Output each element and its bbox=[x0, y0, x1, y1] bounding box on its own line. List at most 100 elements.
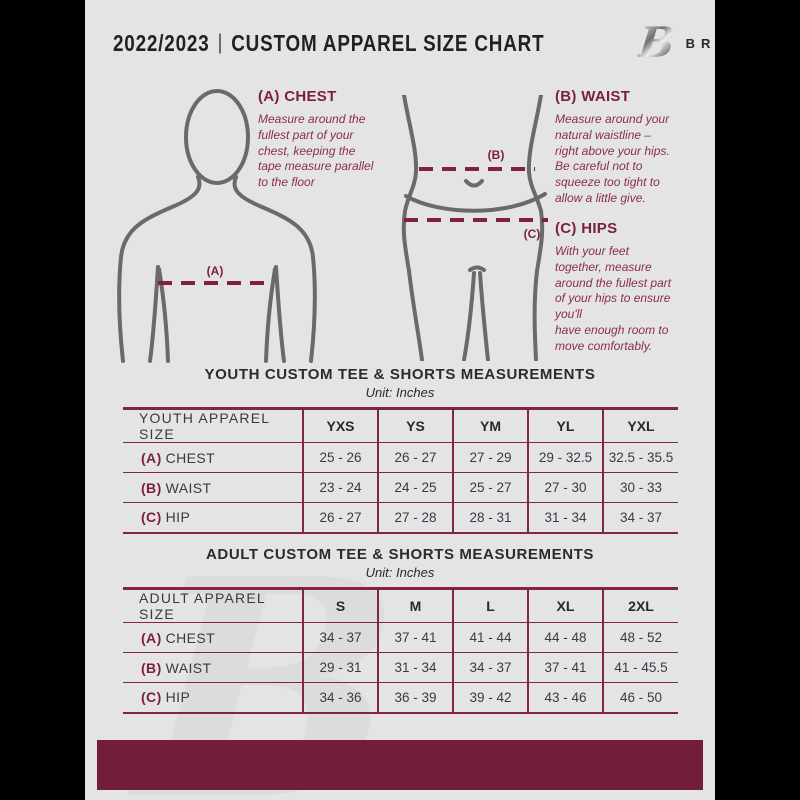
adult-size-s: S bbox=[302, 588, 378, 623]
hips-figure-illustration: (B) (C) bbox=[401, 95, 548, 361]
page-title: 2022/2023 | CUSTOM APPAREL SIZE CHART bbox=[113, 30, 544, 57]
letterbox-right bbox=[715, 0, 800, 800]
youth-measurements-section: YOUTH CUSTOM TEE & SHORTS MEASUREMENTS U… bbox=[85, 366, 715, 534]
chest-prefix: (A) bbox=[141, 629, 162, 646]
chest-marker-label: (A) bbox=[207, 264, 224, 278]
table-cell: 36 - 39 bbox=[377, 682, 453, 713]
youth-size-table: YOUTH APPAREL SIZE YXS YS YM YL YXL (A) C… bbox=[123, 407, 678, 534]
hip-label: HIP bbox=[165, 689, 191, 706]
size-chart-page: B 2022/2023 | CUSTOM APPAREL SIZE CHART … bbox=[85, 0, 715, 800]
adult-size-xl: XL bbox=[527, 588, 603, 623]
title-text: CUSTOM APPAREL SIZE CHART bbox=[231, 29, 545, 56]
youth-size-yl: YL bbox=[527, 408, 603, 443]
adult-chest-label-cell: (A) CHEST bbox=[123, 622, 303, 653]
adult-size-l: L bbox=[452, 588, 528, 623]
torso-figure-illustration: (A) bbox=[117, 89, 317, 363]
chest-guide-section: (A) CHEST Measure around the fullest par… bbox=[258, 88, 386, 191]
adult-header-row: ADULT APPAREL SIZE S M L XL 2XL bbox=[123, 588, 678, 623]
brand-block: B BREAKAWAY bbox=[636, 18, 715, 67]
footer-accent-bar bbox=[97, 740, 703, 790]
youth-table-unit: Unit: Inches bbox=[365, 385, 435, 400]
adult-waist-label-cell: (B) WAIST bbox=[123, 652, 303, 683]
adult-size-table: ADULT APPAREL SIZE S M L XL 2XL (A) CHEST… bbox=[123, 587, 678, 714]
table-cell: 34 - 36 bbox=[302, 682, 378, 713]
table-cell: 43 - 46 bbox=[527, 682, 603, 713]
letterbox-left bbox=[0, 0, 85, 800]
hip-prefix: (C) bbox=[141, 509, 162, 526]
youth-chest-row: (A) CHEST 25 - 26 26 - 27 27 - 29 29 - 32… bbox=[123, 442, 678, 473]
title-separator: | bbox=[217, 31, 224, 54]
youth-chest-label-cell: (A) CHEST bbox=[123, 442, 303, 473]
table-cell: 25 - 26 bbox=[302, 442, 378, 473]
youth-size-header-cell: YOUTH APPAREL SIZE bbox=[123, 408, 303, 443]
waist-label: WAIST bbox=[165, 659, 212, 676]
table-cell: 31 - 34 bbox=[527, 502, 603, 533]
chest-guide-text: Measure around the fullest part of your … bbox=[258, 112, 374, 190]
brand-name: BREAKAWAY bbox=[685, 35, 715, 51]
table-cell: 31 - 34 bbox=[377, 652, 453, 683]
adult-waist-row: (B) WAIST 29 - 31 31 - 34 34 - 37 37 - 41… bbox=[123, 652, 678, 683]
youth-hip-label-cell: (C) HIP bbox=[123, 502, 303, 533]
chest-label: CHEST bbox=[165, 629, 216, 646]
hips-guide-text: With your feet together, measure around … bbox=[555, 244, 672, 353]
edition-label: 2022/2023 bbox=[113, 29, 210, 56]
youth-table-title: YOUTH CUSTOM TEE & SHORTS MEASUREMENTS bbox=[204, 366, 596, 383]
table-cell: 44 - 48 bbox=[527, 622, 603, 653]
table-cell: 41 - 44 bbox=[452, 622, 528, 653]
youth-waist-label-cell: (B) WAIST bbox=[123, 472, 303, 503]
adult-hip-label-cell: (C) HIP bbox=[123, 682, 303, 713]
youth-size-ys: YS bbox=[377, 408, 453, 443]
youth-size-ym: YM bbox=[452, 408, 528, 443]
hips-guide-heading: (C) HIPS bbox=[555, 220, 618, 237]
table-cell: 46 - 50 bbox=[602, 682, 678, 713]
adult-hip-row: (C) HIP 34 - 36 36 - 39 39 - 42 43 - 46 4… bbox=[123, 682, 678, 713]
youth-header-row: YOUTH APPAREL SIZE YXS YS YM YL YXL bbox=[123, 408, 678, 443]
table-cell: 37 - 41 bbox=[527, 652, 603, 683]
youth-waist-row: (B) WAIST 23 - 24 24 - 25 25 - 27 27 - 30… bbox=[123, 472, 678, 503]
page-header: 2022/2023 | CUSTOM APPAREL SIZE CHART B … bbox=[113, 18, 715, 67]
adult-chest-row: (A) CHEST 34 - 37 37 - 41 41 - 44 44 - 48… bbox=[123, 622, 678, 653]
table-cell: 26 - 27 bbox=[302, 502, 378, 533]
youth-hip-row: (C) HIP 26 - 27 27 - 28 28 - 31 31 - 34 3… bbox=[123, 502, 678, 533]
table-cell: 30 - 33 bbox=[602, 472, 678, 503]
hip-label: HIP bbox=[165, 509, 191, 526]
adult-size-2xl: 2XL bbox=[602, 588, 678, 623]
table-cell: 23 - 24 bbox=[302, 472, 378, 503]
table-cell: 27 - 30 bbox=[527, 472, 603, 503]
table-cell: 25 - 27 bbox=[452, 472, 528, 503]
waist-guide-text: Measure around your natural waistline – … bbox=[555, 112, 670, 206]
table-cell: 24 - 25 bbox=[377, 472, 453, 503]
adult-measurements-section: ADULT CUSTOM TEE & SHORTS MEASUREMENTS U… bbox=[85, 546, 715, 714]
table-cell: 34 - 37 bbox=[602, 502, 678, 533]
adult-table-unit: Unit: Inches bbox=[365, 565, 435, 580]
chest-guide-heading: (A) CHEST bbox=[258, 88, 337, 105]
youth-size-yxs: YXS bbox=[302, 408, 378, 443]
waist-guide-section: (B) WAIST Measure around your natural wa… bbox=[555, 88, 697, 207]
waist-marker-label: (B) bbox=[488, 148, 505, 162]
adult-size-header-cell: ADULT APPAREL SIZE bbox=[123, 588, 303, 623]
hip-prefix: (C) bbox=[141, 689, 162, 706]
table-cell: 32.5 - 35.5 bbox=[602, 442, 678, 473]
table-cell: 41 - 45.5 bbox=[602, 652, 678, 683]
youth-size-yxl: YXL bbox=[602, 408, 678, 443]
chest-prefix: (A) bbox=[141, 449, 162, 466]
table-cell: 29 - 32.5 bbox=[527, 442, 603, 473]
table-cell: 34 - 37 bbox=[302, 622, 378, 653]
hip-marker-label: (C) bbox=[524, 227, 541, 241]
chest-label: CHEST bbox=[165, 449, 216, 466]
waist-prefix: (B) bbox=[141, 659, 162, 676]
breakaway-logo-icon: B bbox=[636, 18, 678, 67]
table-cell: 48 - 52 bbox=[602, 622, 678, 653]
table-cell: 27 - 29 bbox=[452, 442, 528, 473]
waist-prefix: (B) bbox=[141, 479, 162, 496]
adult-table-title: ADULT CUSTOM TEE & SHORTS MEASUREMENTS bbox=[205, 546, 595, 563]
table-cell: 34 - 37 bbox=[452, 652, 528, 683]
table-cell: 27 - 28 bbox=[377, 502, 453, 533]
table-cell: 37 - 41 bbox=[377, 622, 453, 653]
waist-label: WAIST bbox=[165, 479, 212, 496]
adult-size-m: M bbox=[377, 588, 453, 623]
hips-guide-section: (C) HIPS With your feet together, measur… bbox=[555, 220, 699, 355]
table-cell: 28 - 31 bbox=[452, 502, 528, 533]
table-cell: 26 - 27 bbox=[377, 442, 453, 473]
table-cell: 39 - 42 bbox=[452, 682, 528, 713]
